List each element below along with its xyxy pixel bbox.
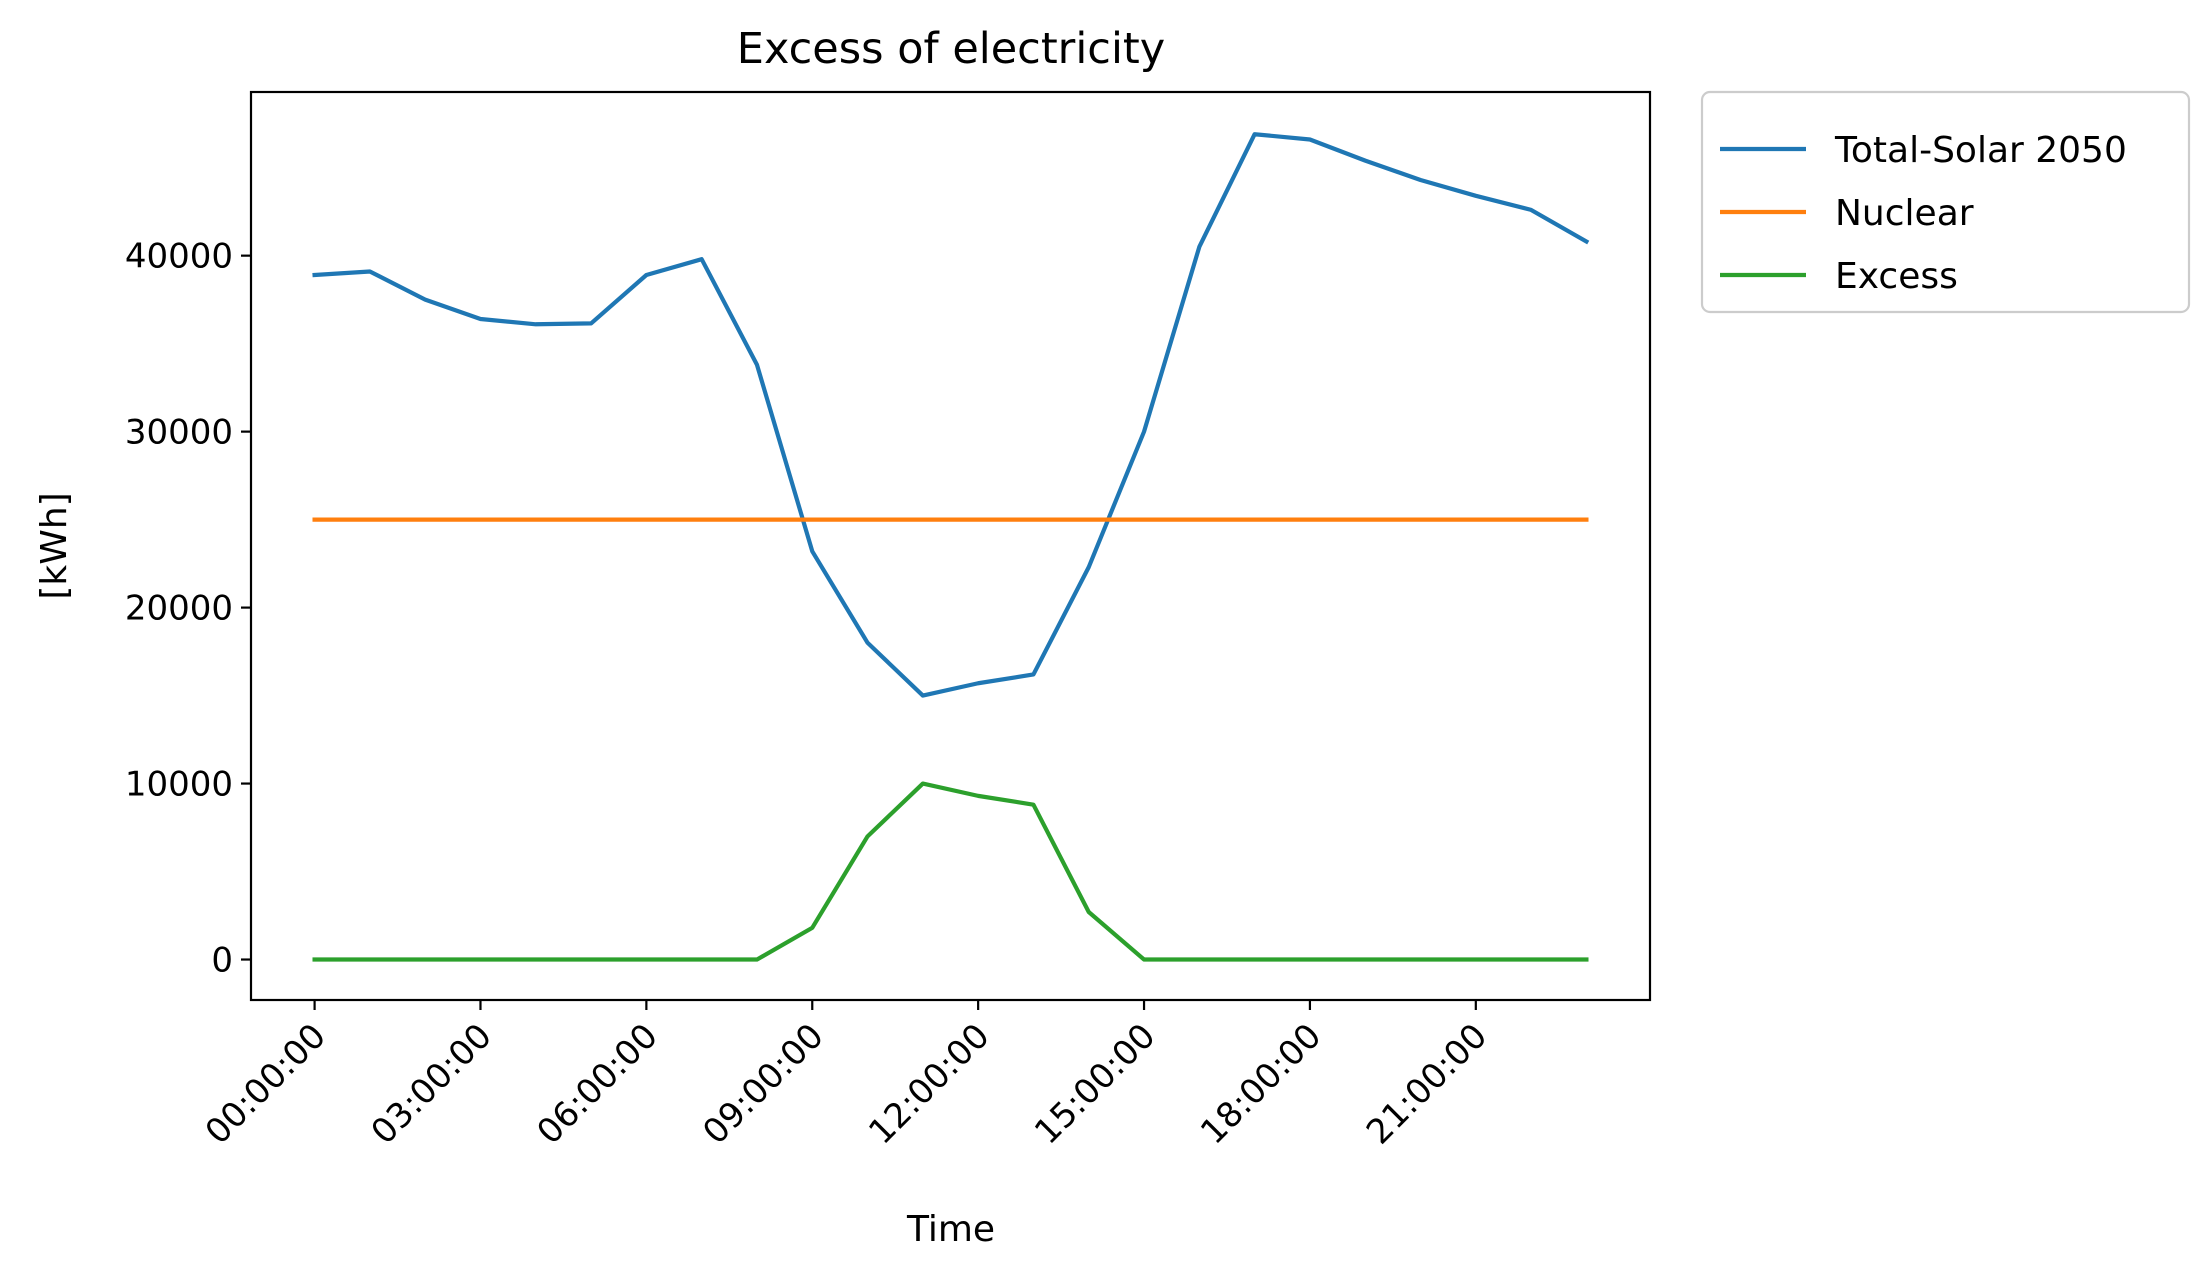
chart-title: Excess of electricity bbox=[737, 24, 1165, 74]
y-tick-label: 40000 bbox=[125, 237, 233, 277]
series-layer bbox=[312, 132, 1590, 962]
legend: Total-Solar 2050 Nuclear Excess bbox=[1700, 90, 2191, 314]
y-axis-title: [kWh] bbox=[34, 492, 75, 599]
plot-frame bbox=[249, 90, 1652, 1002]
x-axis-title: Time bbox=[906, 1209, 995, 1250]
y-tick-label: 0 bbox=[211, 941, 233, 981]
y-axis: 0 10000 20000 30000 40000 bbox=[125, 237, 251, 981]
y-tick-label: 10000 bbox=[125, 765, 233, 805]
series-line-excess bbox=[312, 781, 1589, 962]
y-tick-label: 20000 bbox=[125, 589, 233, 629]
legend-label-total-solar-2050: Total-Solar 2050 bbox=[1834, 130, 2127, 171]
legend-box bbox=[1700, 90, 2191, 314]
y-tick-label: 30000 bbox=[125, 413, 233, 453]
legend-label-nuclear: Nuclear bbox=[1835, 193, 1974, 234]
legend-label-excess: Excess bbox=[1835, 256, 1958, 297]
legend-items: Total-Solar 2050 Nuclear Excess bbox=[1720, 130, 2127, 297]
series-line-total-solar-2050 bbox=[312, 132, 1590, 698]
